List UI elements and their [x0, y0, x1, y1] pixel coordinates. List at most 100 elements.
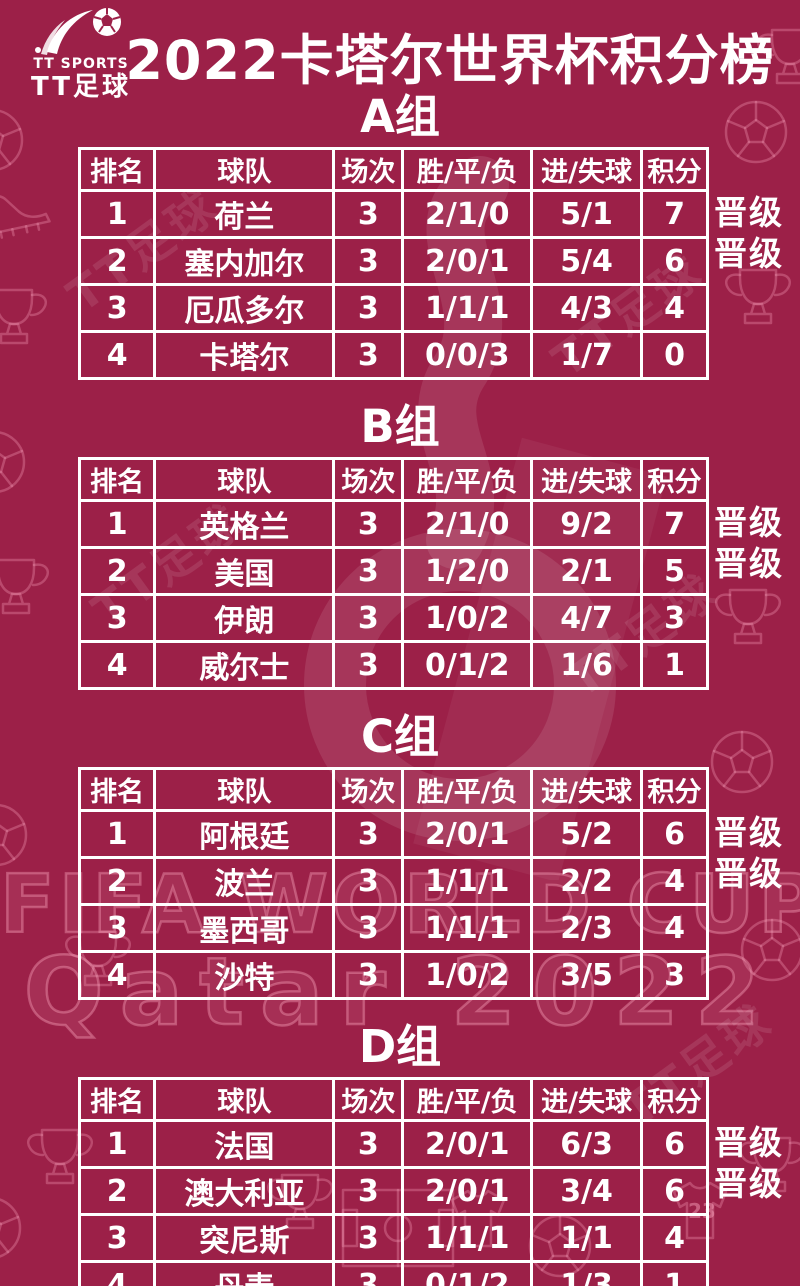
cell-wdl: 1/1/1: [401, 1213, 534, 1263]
table-wrap: 排名 球队 场次 胜/平/负 进/失球 积分 1 阿根廷 3 2/0/1 5/2 6 2 波兰 3 1/1/…: [0, 767, 800, 1000]
table-row: 4 沙特 3 1/0/2 3/5 3: [77, 950, 709, 1000]
group-title: A组: [360, 90, 440, 143]
cell-points: 6: [640, 1166, 709, 1216]
cell-rank: 2: [77, 856, 157, 906]
promoted-badge: 晋级: [714, 234, 784, 273]
cell-rank: 4: [77, 950, 157, 1000]
cell-goals: 2/2: [530, 856, 644, 906]
column-header-points: 积分: [640, 147, 709, 192]
cell-team: 墨西哥: [153, 903, 336, 953]
promoted-badge: 晋级: [714, 503, 784, 542]
column-header-goals: 进/失球: [530, 1077, 644, 1122]
standings-table: 排名 球队 场次 胜/平/负 进/失球 积分 1 荷兰 3 2/1/0 5/1 7 2 塞内加尔 3 2/0…: [77, 147, 709, 380]
column-header-played: 场次: [332, 457, 405, 502]
cell-rank: 4: [77, 330, 157, 380]
cell-goals: 1/6: [530, 640, 644, 690]
table-row: 2 塞内加尔 3 2/0/1 5/4 6: [77, 236, 709, 286]
cell-goals: 2/3: [530, 903, 644, 953]
cell-played: 3: [332, 546, 405, 596]
column-header-team: 球队: [153, 1077, 336, 1122]
table-row: 1 阿根廷 3 2/0/1 5/2 6: [77, 809, 709, 859]
table-row: 4丹麦30/1/21/31: [77, 1260, 709, 1286]
cell-played: 3: [332, 1166, 405, 1216]
cell-points: 1: [640, 640, 709, 690]
table-row: 2 澳大利亚 3 2/0/1 3/4 6: [77, 1166, 709, 1216]
cell-played: 3: [332, 1260, 405, 1286]
cell-team: 塞内加尔: [153, 236, 336, 286]
cell-goals: 4/7: [530, 593, 644, 643]
cell-wdl: 0/1/2: [401, 640, 534, 690]
cell-points: 6: [640, 1119, 709, 1169]
promoted-badge: 晋级: [714, 193, 784, 232]
cell-team: 荷兰: [153, 189, 336, 239]
logo-text-cn: TT足球: [30, 72, 132, 102]
cell-wdl: 2/1/0: [401, 499, 534, 549]
table-row: 3 伊朗 3 1/0/2 4/7 3: [77, 593, 709, 643]
cell-rank: 1: [77, 499, 157, 549]
column-header-points: 积分: [640, 767, 709, 812]
cell-team: 威尔士: [153, 640, 336, 690]
table-wrap: 排名 球队 场次 胜/平/负 进/失球 积分 1 英格兰 3 2/1/0 9/2 7 2 美国 3 1/2/…: [0, 457, 800, 690]
table-row: 2 美国 3 1/2/0 2/1 5: [77, 546, 709, 596]
column-header-wdl: 胜/平/负: [401, 147, 534, 192]
cell-rank: 1: [77, 189, 157, 239]
cell-rank: 2: [77, 1166, 157, 1216]
table-row: 3 厄瓜多尔 3 1/1/1 4/3 4: [77, 283, 709, 333]
cell-played: 3: [332, 283, 405, 333]
column-header-goals: 进/失球: [530, 457, 644, 502]
group-section: A组 排名 球队 场次 胜/平/负 进/失球 积分 1 荷兰 3 2/1/0 5/1 7 2 塞内加尔 3…: [0, 92, 800, 380]
header-row: 排名 球队 场次 胜/平/负 进/失球 积分: [77, 767, 709, 812]
cell-rank: 2: [77, 546, 157, 596]
cell-wdl: 2/0/1: [401, 236, 534, 286]
cell-played: 3: [332, 640, 405, 690]
cell-team: 美国: [153, 546, 336, 596]
cell-wdl: 1/0/2: [401, 950, 534, 1000]
cell-wdl: 2/0/1: [401, 1166, 534, 1216]
cell-team: 沙特: [153, 950, 336, 1000]
table-row: 2 波兰 3 1/1/1 2/2 4: [77, 856, 709, 906]
standings-table: 排名 球队 场次 胜/平/负 进/失球 积分 1 英格兰 3 2/1/0 9/2 7 2 美国 3 1/2/…: [77, 457, 709, 690]
cell-goals: 1/3: [530, 1260, 644, 1286]
table-row: 1 英格兰 3 2/1/0 9/2 7: [77, 499, 709, 549]
cell-points: 7: [640, 189, 709, 239]
column-header-team: 球队: [153, 457, 336, 502]
cell-goals: 9/2: [530, 499, 644, 549]
cell-played: 3: [332, 593, 405, 643]
cell-team: 伊朗: [153, 593, 336, 643]
table-row: 4 威尔士 3 0/1/2 1/6 1: [77, 640, 709, 690]
column-header-wdl: 胜/平/负: [401, 1077, 534, 1122]
table-row: 3 墨西哥 3 1/1/1 2/3 4: [77, 903, 709, 953]
cell-played: 3: [332, 499, 405, 549]
column-header-points: 积分: [640, 1077, 709, 1122]
cell-rank: 1: [77, 809, 157, 859]
cell-team: 突尼斯: [153, 1213, 336, 1263]
cell-team: 厄瓜多尔: [153, 283, 336, 333]
cell-played: 3: [332, 856, 405, 906]
cell-goals: 5/2: [530, 809, 644, 859]
promoted-badge: 晋级: [714, 1123, 784, 1162]
promoted-badge: 晋级: [714, 544, 784, 583]
cell-team: 阿根廷: [153, 809, 336, 859]
column-header-rank: 排名: [77, 767, 157, 812]
standings-table: 排名 球队 场次 胜/平/负 进/失球 积分 1 阿根廷 3 2/0/1 5/2 6 2 波兰 3 1/1/…: [77, 767, 709, 1000]
cell-played: 3: [332, 950, 405, 1000]
column-header-goals: 进/失球: [530, 767, 644, 812]
column-header-rank: 排名: [77, 1077, 157, 1122]
column-header-team: 球队: [153, 767, 336, 812]
table-row: 1 荷兰 3 2/1/0 5/1 7: [77, 189, 709, 239]
promoted-badge: 晋级: [714, 854, 784, 893]
cell-played: 3: [332, 236, 405, 286]
table-row: 3 突尼斯 3 1/1/1 1/1 4: [77, 1213, 709, 1263]
page-title: 2022卡塔尔世界杯积分榜: [125, 29, 775, 92]
cell-points: 1: [640, 1260, 709, 1286]
table-wrap: 排名 球队 场次 胜/平/负 进/失球 积分 1 法国 3 2/0/1 6/3 6 2 澳大利亚 3 2/0…: [0, 1077, 800, 1286]
column-header-goals: 进/失球: [530, 147, 644, 192]
standings-table: 排名 球队 场次 胜/平/负 进/失球 积分 1 法国 3 2/0/1 6/3 6 2 澳大利亚 3 2/0…: [77, 1077, 709, 1286]
cell-played: 3: [332, 1213, 405, 1263]
column-header-rank: 排名: [77, 457, 157, 502]
logo-text-en: TT SPORTS: [33, 56, 129, 72]
cell-goals: 5/4: [530, 236, 644, 286]
groups-container: A组 排名 球队 场次 胜/平/负 进/失球 积分 1 荷兰 3 2/1/0 5/1 7 2 塞内加尔 3…: [0, 92, 800, 1286]
cell-wdl: 2/0/1: [401, 1119, 534, 1169]
